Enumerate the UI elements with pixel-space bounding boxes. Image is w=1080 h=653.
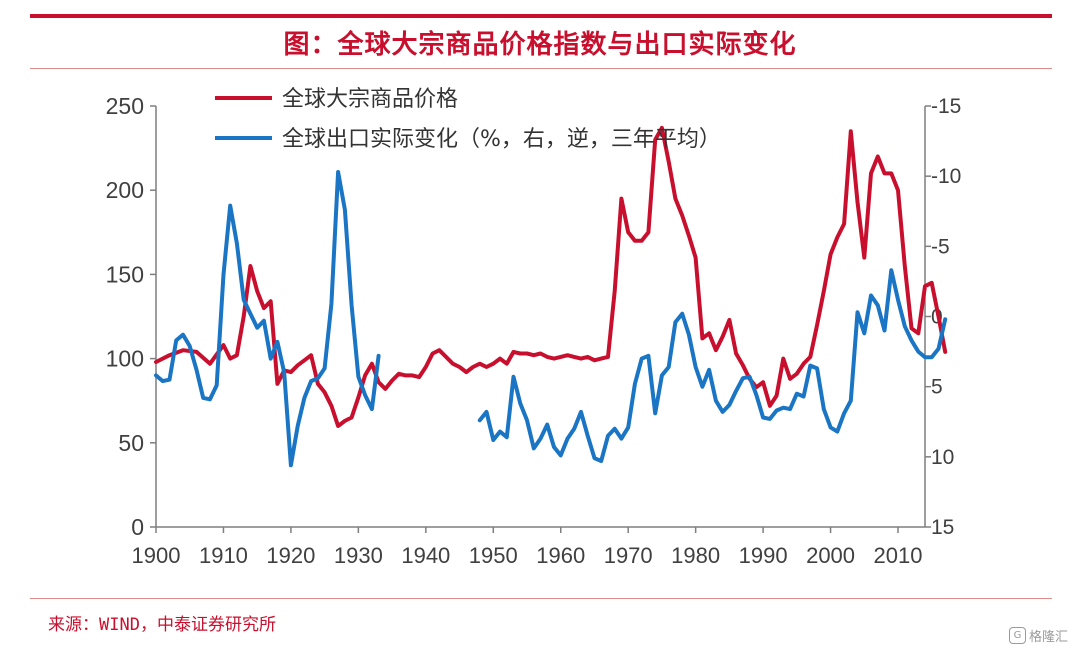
y-right-tick-label: 10	[931, 446, 954, 469]
x-tick-label: 2010	[874, 543, 923, 568]
x-tick-label: 1940	[401, 543, 450, 568]
title-divider	[30, 68, 1052, 69]
x-tick-label: 1900	[132, 543, 181, 568]
y-right-tick-label: -10	[931, 165, 961, 188]
top-rule	[30, 14, 1052, 18]
legend-label: 全球大宗商品价格	[282, 87, 458, 112]
bottom-divider	[30, 598, 1052, 599]
watermark: G 格隆汇	[1008, 626, 1068, 645]
series-lines	[154, 125, 948, 468]
y-right-tick-label: 5	[931, 376, 943, 399]
series-line-export-change	[154, 170, 381, 468]
y-left-tick-label: 0	[131, 514, 144, 540]
x-tick-label: 1970	[604, 543, 653, 568]
x-tick-label: 1930	[334, 543, 383, 568]
y-left-tick-label: 150	[106, 261, 144, 287]
y-right-tick-label: -15	[931, 95, 961, 118]
y-left-tick-label: 100	[106, 346, 144, 372]
y-right-tick-label: 15	[931, 516, 954, 539]
page-title: 图：全球大宗商品价格指数与出口实际变化	[283, 30, 797, 60]
source-note: 来源：WIND，中泰证券研究所	[48, 615, 276, 635]
series-line-commodity-price	[154, 125, 948, 428]
y-left-tick-label: 50	[118, 430, 144, 456]
x-tick-label: 1990	[739, 543, 788, 568]
y-right-tick-label: -5	[931, 235, 950, 258]
legend-label: 全球出口实际变化（%，右，逆，三年平均）	[282, 127, 721, 152]
x-tick-label: 2000	[806, 543, 855, 568]
x-tick-label: 1950	[469, 543, 518, 568]
x-tick-label: 1960	[536, 543, 585, 568]
series-line-export-change	[477, 268, 948, 463]
x-tick-label: 1920	[266, 543, 315, 568]
watermark-text: 格隆汇	[1028, 630, 1068, 645]
y-left-tick-label: 250	[106, 93, 144, 119]
x-tick-label: 1910	[199, 543, 248, 568]
y-left-tick-label: 200	[106, 177, 144, 203]
x-tick-label: 1980	[671, 543, 720, 568]
watermark-logo-icon: G	[1008, 627, 1026, 644]
